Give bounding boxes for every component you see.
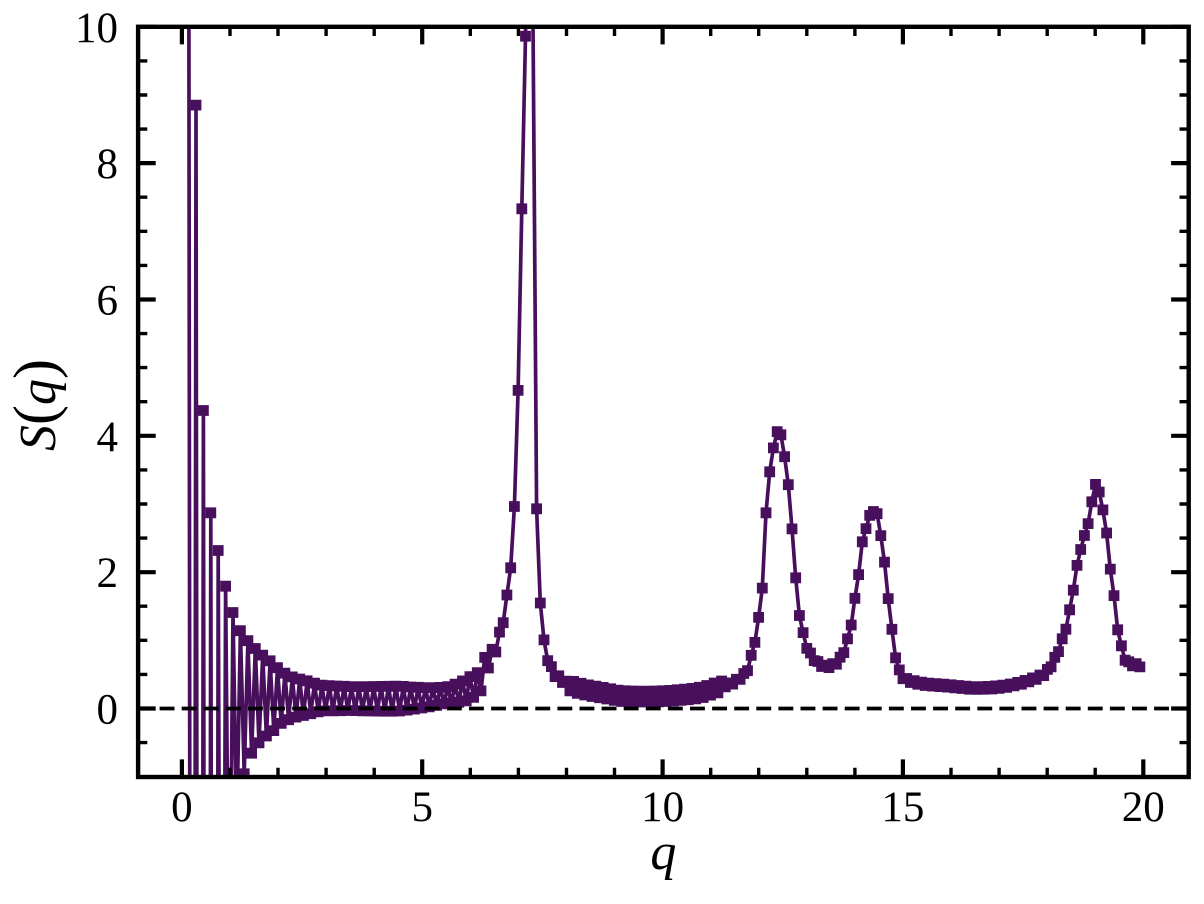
- svg-text:15: 15: [881, 784, 924, 831]
- svg-text:6: 6: [97, 278, 119, 325]
- svg-text:20: 20: [1122, 784, 1165, 831]
- svg-text:10: 10: [75, 5, 118, 52]
- svg-text:4: 4: [97, 414, 119, 461]
- svg-text:10: 10: [641, 784, 684, 831]
- svg-text:0: 0: [97, 687, 119, 734]
- svg-text:8: 8: [97, 141, 119, 188]
- svg-text:0: 0: [171, 784, 193, 831]
- svg-text:2: 2: [97, 550, 119, 597]
- svg-text:S(q): S(q): [2, 359, 68, 451]
- svg-text:5: 5: [411, 784, 433, 831]
- svg-text:q: q: [650, 824, 676, 881]
